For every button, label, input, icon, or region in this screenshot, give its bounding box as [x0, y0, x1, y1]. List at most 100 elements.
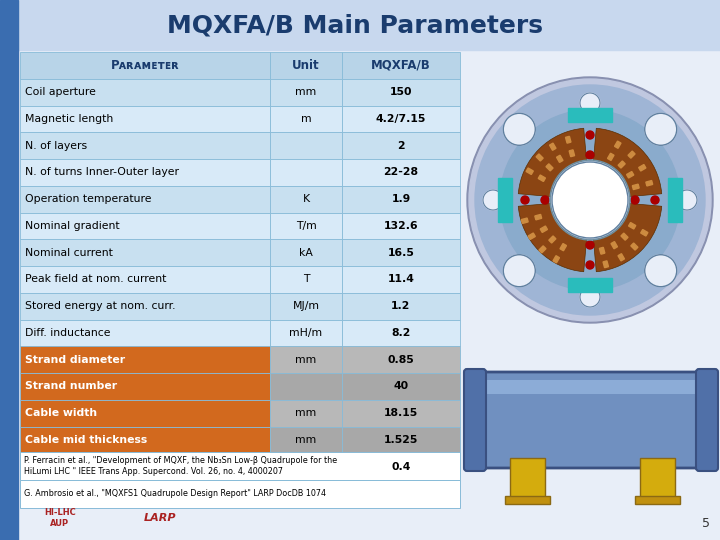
Bar [20, 427, 270, 453]
Circle shape [469, 79, 711, 321]
Bar [608, 153, 614, 160]
Bar [568, 108, 612, 122]
Text: Nominal gradient: Nominal gradient [25, 221, 120, 231]
Bar [0, 0, 720, 50]
Bar [342, 320, 460, 346]
Bar [631, 243, 638, 250]
Bar [270, 400, 342, 427]
Bar [668, 178, 682, 222]
Circle shape [541, 196, 549, 204]
Bar [20, 373, 270, 400]
Bar [20, 346, 270, 373]
Text: 4.2/7.15: 4.2/7.15 [376, 114, 426, 124]
Text: 22-28: 22-28 [384, 167, 418, 177]
Text: Strand diameter: Strand diameter [25, 355, 125, 365]
Text: Nominal current: Nominal current [25, 248, 113, 258]
Text: Cable width: Cable width [25, 408, 97, 418]
Bar [618, 254, 624, 261]
Circle shape [521, 196, 529, 204]
Bar [20, 105, 270, 132]
Bar [20, 79, 270, 105]
Text: Diff. inductance: Diff. inductance [25, 328, 110, 338]
Bar [270, 373, 342, 400]
Wedge shape [518, 129, 587, 197]
Bar [342, 105, 460, 132]
Text: 132.6: 132.6 [384, 221, 418, 231]
Bar [270, 427, 342, 453]
Bar [535, 214, 541, 220]
Text: 16.5: 16.5 [387, 248, 415, 258]
Bar [546, 164, 553, 171]
Bar [342, 373, 460, 400]
Bar [560, 244, 567, 251]
Bar [270, 79, 342, 105]
Text: m: m [301, 114, 311, 124]
Bar [498, 178, 512, 222]
Bar [539, 175, 546, 181]
Text: mm: mm [295, 435, 317, 445]
Bar [342, 293, 460, 320]
Circle shape [503, 255, 535, 287]
Bar [342, 213, 460, 239]
Bar [342, 239, 460, 266]
Bar [629, 222, 636, 229]
Bar [270, 105, 342, 132]
Bar [20, 400, 270, 427]
Text: G. Ambrosio et al., "MQXFS1 Quadrupole Design Report" LARP DocDB 1074: G. Ambrosio et al., "MQXFS1 Quadrupole D… [24, 489, 326, 498]
Text: MQXFA/B Main Parameters: MQXFA/B Main Parameters [167, 13, 543, 37]
Bar [611, 241, 618, 249]
Bar [270, 346, 342, 373]
Bar [342, 132, 460, 159]
Bar [342, 453, 460, 480]
Bar [621, 233, 628, 240]
Circle shape [644, 255, 677, 287]
Circle shape [586, 151, 594, 159]
Text: Stored energy at nom. curr.: Stored energy at nom. curr. [25, 301, 176, 311]
Text: Unit: Unit [292, 59, 320, 72]
Circle shape [483, 190, 503, 210]
Bar [20, 52, 270, 79]
Bar [342, 52, 460, 79]
Circle shape [677, 190, 697, 210]
Bar [342, 266, 460, 293]
Bar [628, 151, 635, 158]
Bar [646, 180, 653, 186]
Text: MQXFA/B: MQXFA/B [371, 59, 431, 72]
Bar [270, 132, 342, 159]
Bar [549, 236, 556, 243]
Text: Operation temperature: Operation temperature [25, 194, 151, 204]
Wedge shape [518, 204, 587, 272]
Text: Pᴀʀᴀᴍᴇᴛᴇʀ: Pᴀʀᴀᴍᴇᴛᴇʀ [110, 59, 179, 72]
Circle shape [475, 85, 705, 315]
Text: K: K [302, 194, 310, 204]
Bar [342, 400, 460, 427]
FancyBboxPatch shape [696, 369, 718, 471]
Circle shape [586, 131, 594, 139]
Circle shape [500, 110, 680, 290]
Bar [20, 453, 270, 480]
Text: Keystone angle: Keystone angle [25, 462, 120, 471]
Bar [568, 278, 612, 292]
Bar [618, 161, 625, 168]
Bar [557, 155, 563, 163]
Circle shape [467, 77, 713, 323]
Bar [570, 150, 575, 157]
Text: mm: mm [295, 408, 317, 418]
Circle shape [580, 93, 600, 113]
Bar [528, 233, 535, 239]
Text: N. of turns Inner-Outer layer: N. of turns Inner-Outer layer [25, 167, 179, 177]
Text: 40: 40 [393, 381, 408, 391]
Bar [539, 246, 546, 253]
Bar [342, 186, 460, 213]
Circle shape [651, 196, 659, 204]
Bar [270, 213, 342, 239]
Bar [270, 320, 342, 346]
Bar [342, 79, 460, 105]
FancyBboxPatch shape [464, 369, 486, 471]
Bar [20, 293, 270, 320]
Bar [342, 346, 460, 373]
Bar [600, 247, 605, 254]
Bar [626, 172, 634, 178]
Bar [639, 165, 646, 171]
Circle shape [631, 196, 639, 204]
